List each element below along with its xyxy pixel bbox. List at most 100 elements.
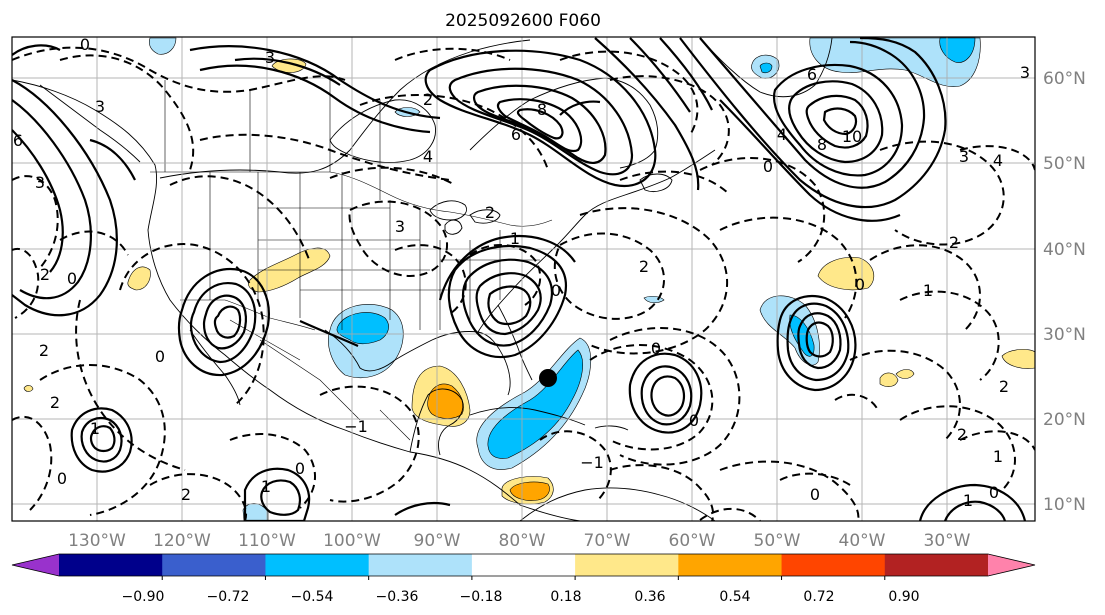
contour-labrador-2 [448, 67, 634, 176]
contour-west-coast-2 [12, 99, 92, 300]
longitude-label: 30°W [924, 531, 971, 551]
contour-labrador-east-1 [594, 37, 700, 191]
colorbar-labels: −0.90 −0.72 −0.54 −0.36 −0.18 0.18 0.36 … [122, 589, 920, 605]
longitude-label: 120°W [153, 531, 211, 551]
contour-label: 0 [989, 483, 999, 502]
longitude-label: 130°W [68, 531, 126, 551]
contour-north-atlantic-4 [788, 80, 884, 164]
colorbar-tick-label: 0.90 [888, 589, 919, 605]
storm-center-marker [539, 369, 557, 387]
negative-anomaly-caribbean-core [487, 349, 583, 459]
colorbar-tick-label: 0.54 [719, 589, 750, 605]
contour-label: 0 [855, 275, 865, 294]
contour-label: 1 [261, 477, 271, 496]
contour-southwest-1 [177, 267, 270, 377]
contour-labrador-tail-1 [189, 45, 441, 120]
contour-label: 0 [295, 459, 305, 478]
contour-label: 4 [777, 125, 787, 144]
positive-anomaly-small-c [23, 385, 34, 392]
latitude-label: 10°N [1043, 495, 1086, 515]
contour-north-atlantic-2 [699, 37, 926, 189]
contour-top-left-1 [12, 44, 61, 56]
contour-label: 2 [50, 393, 60, 412]
contour-west-coast-3 [12, 129, 64, 273]
contour-labrador-3 [472, 84, 607, 164]
longitude-label: 60°W [669, 531, 716, 551]
colorbar-tick-label: 0.72 [803, 589, 834, 605]
contour-label: 1 [923, 281, 933, 300]
longitude-label: 90°W [414, 531, 461, 551]
contour-subtropical-1 [628, 352, 703, 434]
negative-anomaly-north-atlantic [809, 37, 981, 87]
contour-label: 3 [1020, 63, 1030, 82]
hispaniola [594, 425, 629, 431]
contour-label: 4 [993, 151, 1003, 170]
colorbar-segment [59, 554, 163, 576]
contour-labrador-tail-2 [199, 64, 431, 134]
gulf-coast [324, 329, 511, 396]
contour-label: 0 [80, 35, 90, 54]
contour-label: 2 [423, 90, 433, 109]
contour-southwest-2 [189, 282, 257, 364]
contour-label: −1 [344, 417, 368, 436]
longitude-label: 40°W [839, 531, 886, 551]
contour-label: 0 [763, 157, 773, 176]
mexico-states [229, 319, 411, 441]
contour-label: 0 [155, 347, 165, 366]
yucatan-peninsula [409, 388, 464, 456]
contour-label: 3 [35, 173, 45, 192]
contour-label: 0 [67, 269, 77, 288]
florida [497, 304, 533, 381]
longitude-labels: 130°W 120°W 110°W 100°W 90°W 80°W 70°W 6… [68, 531, 971, 551]
contour-east-coast-2 [461, 258, 554, 347]
contour-label: 2 [181, 485, 191, 504]
alaska-panhandle [39, 84, 141, 163]
contour-labrador-tail-3 [234, 57, 341, 86]
colorbar-segment [471, 554, 576, 576]
contour-pacific-low-2 [260, 479, 301, 516]
negative-anomaly-small-2 [759, 62, 773, 74]
contour-label: 2 [639, 257, 649, 276]
contour-east-coast-1 [447, 244, 568, 359]
contour-misc-3 [559, 100, 601, 116]
canadian-coast [159, 39, 531, 179]
longitude-label: 100°W [323, 531, 381, 551]
contour-central-atlantic-4 [805, 321, 834, 358]
contour-misc-1 [299, 319, 359, 348]
contour-label: −1 [580, 453, 604, 472]
us-mexico-border [180, 299, 316, 331]
south-america-north [519, 487, 716, 521]
colorbar-tick-label: −0.18 [460, 589, 503, 605]
colorbar-extend-low [12, 554, 59, 576]
positive-anomaly-west [127, 266, 151, 291]
contour-pacific-low-1 [243, 467, 311, 521]
colorbar-segment [575, 554, 679, 576]
north-america-west-coast [12, 79, 581, 521]
contour-label: 1 [510, 229, 520, 248]
contour-north-atlantic-5 [805, 94, 869, 149]
map-title: 2025092600 F060 [445, 11, 601, 31]
us-canada-border [150, 171, 553, 227]
contour-labrador-east-2 [629, 37, 691, 113]
contour-central-atlantic-2 [786, 302, 850, 382]
contour-labrador-east-3 [659, 37, 713, 111]
map-panel: 0 3 6 3 2 0 2 0 −1 2 1 0 2 1 0 3 2 3 4 8… [12, 35, 1035, 521]
contour-label: 8 [537, 100, 547, 119]
colorbar-tick-label: 0.36 [634, 589, 665, 605]
contour-label: 2 [949, 233, 959, 252]
contour-misc-2 [394, 501, 451, 516]
contour-north-atlantic-tail [719, 99, 901, 222]
contour-label: 6 [13, 131, 23, 150]
contour-southwest-3 [202, 294, 247, 350]
colorbar [11, 553, 1036, 580]
border-layer [150, 80, 553, 441]
contour-southwest-4 [213, 305, 242, 339]
anomaly-fill-layer [23, 37, 1035, 521]
colorbar-segment [265, 554, 370, 576]
positive-anomaly-east-atlantic [1001, 349, 1035, 369]
greenland [699, 37, 833, 98]
positive-anomaly-small-a [879, 372, 899, 387]
colorbar-extend-high [988, 554, 1035, 576]
latitude-label: 60°N [1043, 69, 1086, 89]
